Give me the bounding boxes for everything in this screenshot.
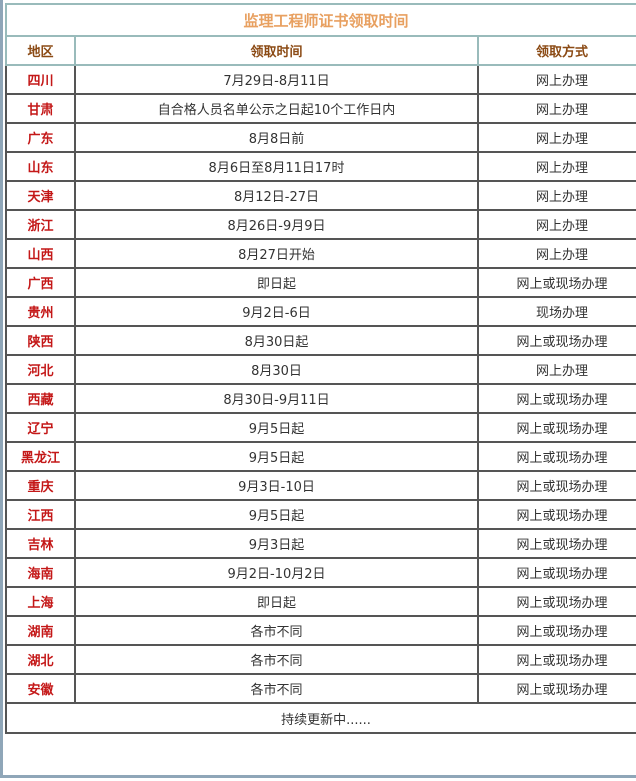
- cell-time: 各市不同: [74, 615, 479, 646]
- table-row: 广西 即日起 网上或现场办理: [5, 267, 636, 298]
- cell-time: 9月5日起: [74, 499, 479, 530]
- cell-region: 江西: [5, 499, 76, 530]
- cell-method: 网上或现场办理: [477, 615, 636, 646]
- table-row: 黑龙江 9月5日起 网上或现场办理: [5, 441, 636, 472]
- cell-time: 8月30日起: [74, 325, 479, 356]
- cell-method: 网上或现场办理: [477, 267, 636, 298]
- cell-time: 即日起: [74, 267, 479, 298]
- cell-method: 网上办理: [477, 122, 636, 153]
- cell-method: 网上或现场办理: [477, 673, 636, 704]
- cell-method: 网上或现场办理: [477, 383, 636, 414]
- cell-method: 网上或现场办理: [477, 644, 636, 675]
- table-row: 陕西 8月30日起 网上或现场办理: [5, 325, 636, 356]
- cell-method: 网上或现场办理: [477, 528, 636, 559]
- cell-method: 网上办理: [477, 64, 636, 95]
- header-time: 领取时间: [74, 35, 479, 66]
- cell-region: 广西: [5, 267, 76, 298]
- table-row: 湖北 各市不同 网上或现场办理: [5, 644, 636, 675]
- cell-method: 网上或现场办理: [477, 441, 636, 472]
- cell-time: 即日起: [74, 586, 479, 617]
- cell-time: 9月5日起: [74, 441, 479, 472]
- table-row: 四川 7月29日-8月11日 网上办理: [5, 64, 636, 95]
- cell-region: 辽宁: [5, 412, 76, 443]
- cell-region: 上海: [5, 586, 76, 617]
- cell-method: 网上办理: [477, 209, 636, 240]
- table-row: 浙江 8月26日-9月9日 网上办理: [5, 209, 636, 240]
- cell-region: 天津: [5, 180, 76, 211]
- cell-region: 吉林: [5, 528, 76, 559]
- cell-region: 西藏: [5, 383, 76, 414]
- cell-region: 陕西: [5, 325, 76, 356]
- cell-time: 各市不同: [74, 673, 479, 704]
- table-row: 吉林 9月3日起 网上或现场办理: [5, 528, 636, 559]
- cell-method: 网上或现场办理: [477, 325, 636, 356]
- table-row: 辽宁 9月5日起 网上或现场办理: [5, 412, 636, 443]
- cell-method: 网上或现场办理: [477, 470, 636, 501]
- table-row: 山东 8月6日至8月11日17时 网上办理: [5, 151, 636, 182]
- cell-time: 9月2日-10月2日: [74, 557, 479, 588]
- table-row: 安徽 各市不同 网上或现场办理: [5, 673, 636, 704]
- cell-region: 四川: [5, 64, 76, 95]
- table-row: 天津 8月12日-27日 网上办理: [5, 180, 636, 211]
- cell-region: 海南: [5, 557, 76, 588]
- certificate-table: 监理工程师证书领取时间 地区 领取时间 领取方式 四川 7月29日-8月11日 网上…: [5, 3, 636, 734]
- cell-time: 自合格人员名单公示之日起10个工作日内: [74, 93, 479, 124]
- cell-region: 重庆: [5, 470, 76, 501]
- cell-region: 贵州: [5, 296, 76, 327]
- cell-method: 网上办理: [477, 354, 636, 385]
- cell-time: 9月3日起: [74, 528, 479, 559]
- cell-method: 网上办理: [477, 151, 636, 182]
- cell-method: 网上办理: [477, 238, 636, 269]
- cell-time: 8月6日至8月11日17时: [74, 151, 479, 182]
- footer-note: 持续更新中......: [5, 702, 636, 734]
- cell-region: 湖北: [5, 644, 76, 675]
- table-row: 江西 9月5日起 网上或现场办理: [5, 499, 636, 530]
- cell-method: 网上或现场办理: [477, 412, 636, 443]
- cell-region: 广东: [5, 122, 76, 153]
- cell-region: 浙江: [5, 209, 76, 240]
- table-row: 广东 8月8日前 网上办理: [5, 122, 636, 153]
- table-row: 海南 9月2日-10月2日 网上或现场办理: [5, 557, 636, 588]
- cell-method: 网上办理: [477, 180, 636, 211]
- table-row: 贵州 9月2日-6日 现场办理: [5, 296, 636, 327]
- cell-region: 山西: [5, 238, 76, 269]
- table-row: 重庆 9月3日-10日 网上或现场办理: [5, 470, 636, 501]
- cell-region: 湖南: [5, 615, 76, 646]
- cell-region: 黑龙江: [5, 441, 76, 472]
- cell-region: 甘肃: [5, 93, 76, 124]
- cell-method: 网上或现场办理: [477, 499, 636, 530]
- table-title: 监理工程师证书领取时间: [5, 3, 636, 37]
- cell-time: 8月30日-9月11日: [74, 383, 479, 414]
- cell-region: 安徽: [5, 673, 76, 704]
- cell-method: 网上或现场办理: [477, 557, 636, 588]
- cell-time: 8月27日开始: [74, 238, 479, 269]
- cell-time: 8月26日-9月9日: [74, 209, 479, 240]
- cell-time: 8月12日-27日: [74, 180, 479, 211]
- table-row: 甘肃 自合格人员名单公示之日起10个工作日内 网上办理: [5, 93, 636, 124]
- cell-time: 7月29日-8月11日: [74, 64, 479, 95]
- cell-time: 9月3日-10日: [74, 470, 479, 501]
- header-method: 领取方式: [477, 35, 636, 66]
- cell-time: 9月5日起: [74, 412, 479, 443]
- header-region: 地区: [5, 35, 76, 66]
- cell-time: 8月30日: [74, 354, 479, 385]
- cell-region: 河北: [5, 354, 76, 385]
- cell-time: 8月8日前: [74, 122, 479, 153]
- table-row: 上海 即日起 网上或现场办理: [5, 586, 636, 617]
- cell-region: 山东: [5, 151, 76, 182]
- cell-method: 现场办理: [477, 296, 636, 327]
- cell-time: 各市不同: [74, 644, 479, 675]
- cell-method: 网上办理: [477, 93, 636, 124]
- cell-time: 9月2日-6日: [74, 296, 479, 327]
- table-row: 河北 8月30日 网上办理: [5, 354, 636, 385]
- cell-method: 网上或现场办理: [477, 586, 636, 617]
- table-row: 山西 8月27日开始 网上办理: [5, 238, 636, 269]
- table-row: 西藏 8月30日-9月11日 网上或现场办理: [5, 383, 636, 414]
- table-row: 湖南 各市不同 网上或现场办理: [5, 615, 636, 646]
